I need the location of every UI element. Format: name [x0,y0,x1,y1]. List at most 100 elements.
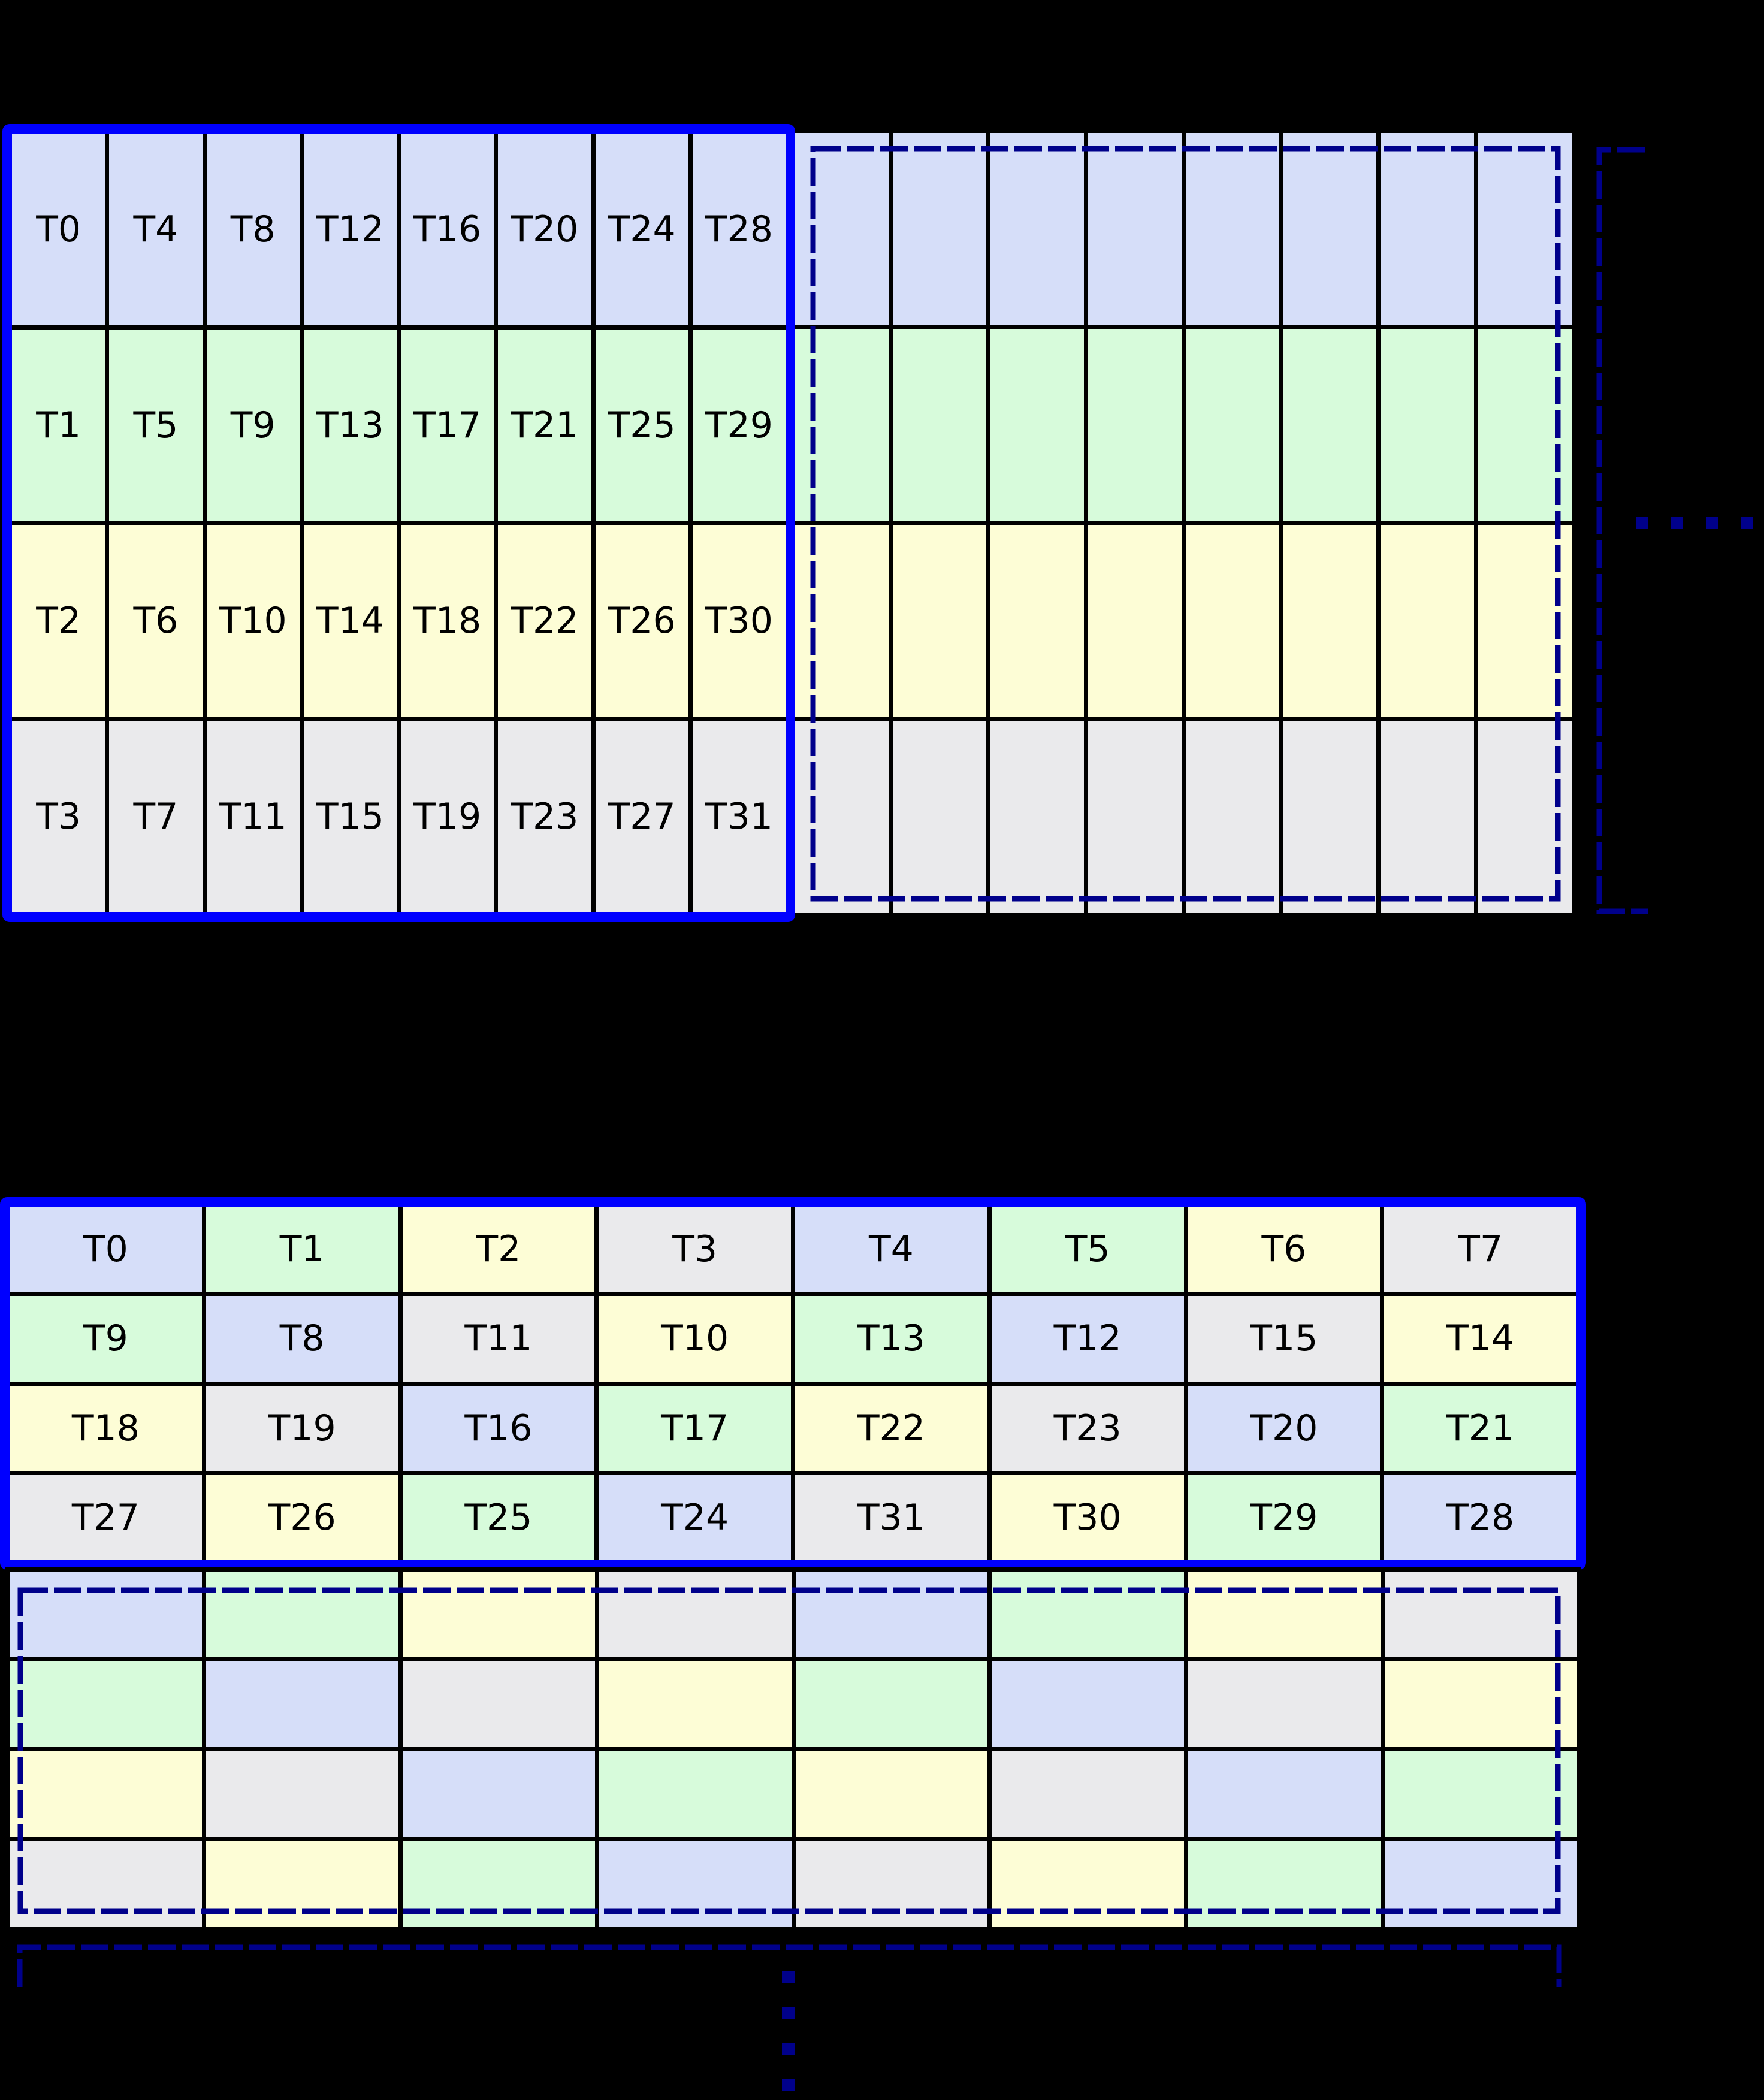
thread-cell-unlabeled [10,1751,202,1837]
thread-cell-unlabeled [402,1572,595,1657]
thread-cell-unlabeled [1188,1841,1381,1927]
thread-cell-T16: T16 [401,134,494,325]
thread-cell-T26: T26 [206,1474,398,1560]
thread-cell-unlabeled [990,721,1084,913]
top-labeled-warp-grid: T0 T4 T8 T12 T16 T20 T24 T28 T1 T5 T9 T13 T17 T21 T25 T… [12,134,786,912]
thread-cell-T6: T6 [1188,1207,1381,1292]
thread-cell-T13: T13 [303,329,397,521]
thread-cell-unlabeled [1478,525,1572,717]
thread-cell-T22: T22 [795,1385,987,1471]
thread-cell-T25: T25 [595,329,688,521]
thread-cell-T22: T22 [498,525,591,717]
thread-cell-T4: T4 [109,134,203,325]
thread-cell-T4: T4 [795,1207,987,1292]
thread-cell-T5: T5 [991,1207,1184,1292]
thread-cell-unlabeled [1478,329,1572,521]
thread-cell-T24: T24 [595,134,688,325]
thread-cell-T24: T24 [599,1474,791,1560]
thread-cell-unlabeled [402,1841,595,1927]
thread-cell-unlabeled [892,721,986,913]
thread-cell-unlabeled [992,1841,1185,1927]
top-next-block-clipped-dashed-outline [1596,147,1648,914]
thread-cell-T3: T3 [599,1207,791,1292]
thread-cell-unlabeled [1185,329,1279,521]
thread-cell-T2: T2 [12,525,105,717]
thread-cell-T12: T12 [991,1296,1184,1382]
thread-cell-T1: T1 [206,1207,398,1292]
thread-cell-unlabeled [10,1841,202,1927]
thread-cell-T20: T20 [498,134,591,325]
top-unlabeled-warp-grid [795,133,1572,913]
top-unlabeled-warp-block [795,129,1576,917]
thread-cell-unlabeled [1185,133,1279,325]
thread-cell-unlabeled [795,525,889,717]
thread-cell-T21: T21 [1384,1385,1576,1471]
thread-cell-unlabeled [795,1661,988,1747]
thread-cell-unlabeled [1385,1841,1577,1927]
thread-cell-unlabeled [1088,721,1182,913]
thread-cell-T9: T9 [206,329,300,521]
thread-cell-unlabeled [10,1661,202,1747]
thread-cell-unlabeled [1385,1751,1577,1837]
thread-cell-T19: T19 [206,1385,398,1471]
thread-cell-T8: T8 [206,1296,398,1382]
thread-cell-unlabeled [599,1572,792,1657]
thread-cell-unlabeled [1381,329,1475,521]
thread-cell-unlabeled [1381,721,1475,913]
thread-cell-unlabeled [1283,133,1377,325]
bottom-unlabeled-block [5,1567,1581,1931]
thread-cell-unlabeled [206,1572,398,1657]
thread-cell-unlabeled [1283,721,1377,913]
thread-cell-T30: T30 [692,525,786,717]
thread-cell-T8: T8 [206,134,300,325]
thread-cell-unlabeled [206,1751,398,1837]
thread-cell-unlabeled [1088,525,1182,717]
thread-cell-unlabeled [1478,721,1572,913]
thread-cell-unlabeled [599,1661,792,1747]
thread-cell-T19: T19 [401,721,494,912]
thread-cell-T18: T18 [10,1385,202,1471]
thread-cell-T26: T26 [595,525,688,717]
thread-cell-unlabeled [1478,133,1572,325]
thread-cell-T16: T16 [402,1385,595,1471]
thread-cell-unlabeled [892,525,986,717]
thread-cell-unlabeled [1283,329,1377,521]
thread-cell-unlabeled [402,1751,595,1837]
thread-cell-unlabeled [795,1572,988,1657]
thread-cell-T18: T18 [401,525,494,717]
top-labeled-warp-block: T0 T4 T8 T12 T16 T20 T24 T28 T1 T5 T9 T13 T17 T21 T25 T… [2,124,795,922]
thread-cell-T0: T0 [12,134,105,325]
thread-cell-unlabeled [1381,525,1475,717]
thread-cell-unlabeled [1088,329,1182,521]
thread-cell-T31: T31 [795,1474,987,1560]
thread-cell-T2: T2 [402,1207,595,1292]
thread-cell-T6: T6 [109,525,203,717]
bottom-labeled-block: T0 T1 T2 T3 T4 T5 T6 T7 T9 T8 T11 T10 T13 T12 T15 T14 T1… [0,1197,1586,1570]
thread-cell-T10: T10 [206,525,300,717]
thread-cell-unlabeled [892,133,986,325]
thread-cell-unlabeled [990,133,1084,325]
thread-cell-T13: T13 [795,1296,987,1382]
thread-cell-T10: T10 [599,1296,791,1382]
thread-cell-unlabeled [599,1751,792,1837]
thread-cell-T0: T0 [10,1207,202,1292]
thread-cell-unlabeled [599,1841,792,1927]
thread-cell-unlabeled [1088,133,1182,325]
thread-cell-unlabeled [1188,1572,1381,1657]
thread-cell-T7: T7 [1384,1207,1576,1292]
thread-cell-T7: T7 [109,721,203,912]
thread-cell-T31: T31 [692,721,786,912]
thread-cell-T21: T21 [498,329,591,521]
thread-cell-unlabeled [795,721,889,913]
thread-cell-T9: T9 [10,1296,202,1382]
thread-cell-unlabeled [990,329,1084,521]
thread-cell-T27: T27 [595,721,688,912]
thread-cell-T27: T27 [10,1474,202,1560]
thread-cell-unlabeled [990,525,1084,717]
thread-cell-T29: T29 [1188,1474,1381,1560]
thread-cell-T23: T23 [498,721,591,912]
thread-cell-unlabeled [10,1572,202,1657]
thread-cell-T14: T14 [1384,1296,1576,1382]
thread-cell-T12: T12 [303,134,397,325]
